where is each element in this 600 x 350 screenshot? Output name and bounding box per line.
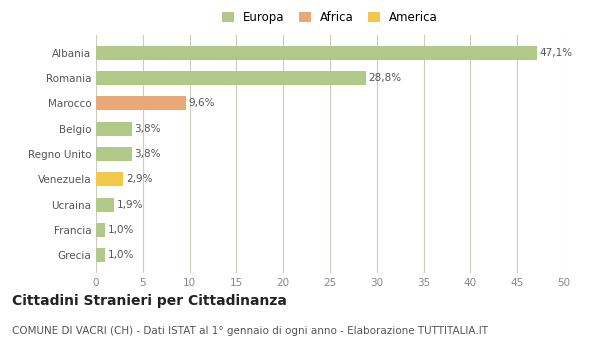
Text: 1,0%: 1,0% <box>108 225 134 235</box>
Text: 1,9%: 1,9% <box>116 199 143 210</box>
Text: Cittadini Stranieri per Cittadinanza: Cittadini Stranieri per Cittadinanza <box>12 294 287 308</box>
Text: 3,8%: 3,8% <box>134 124 161 134</box>
Bar <box>96 248 106 262</box>
Text: 1,0%: 1,0% <box>108 250 134 260</box>
Bar <box>96 147 131 161</box>
Bar <box>96 71 365 85</box>
Text: 9,6%: 9,6% <box>188 98 215 108</box>
Text: 3,8%: 3,8% <box>134 149 161 159</box>
Text: COMUNE DI VACRI (CH) - Dati ISTAT al 1° gennaio di ogni anno - Elaborazione TUTT: COMUNE DI VACRI (CH) - Dati ISTAT al 1° … <box>12 326 488 336</box>
Text: 47,1%: 47,1% <box>539 48 573 58</box>
Bar <box>96 97 186 110</box>
Bar <box>96 223 106 237</box>
Legend: Europa, Africa, America: Europa, Africa, America <box>218 8 442 28</box>
Bar <box>96 46 537 60</box>
Bar <box>96 172 123 186</box>
Text: 28,8%: 28,8% <box>368 73 401 83</box>
Bar <box>96 198 114 211</box>
Bar <box>96 122 131 136</box>
Text: 2,9%: 2,9% <box>126 174 152 184</box>
